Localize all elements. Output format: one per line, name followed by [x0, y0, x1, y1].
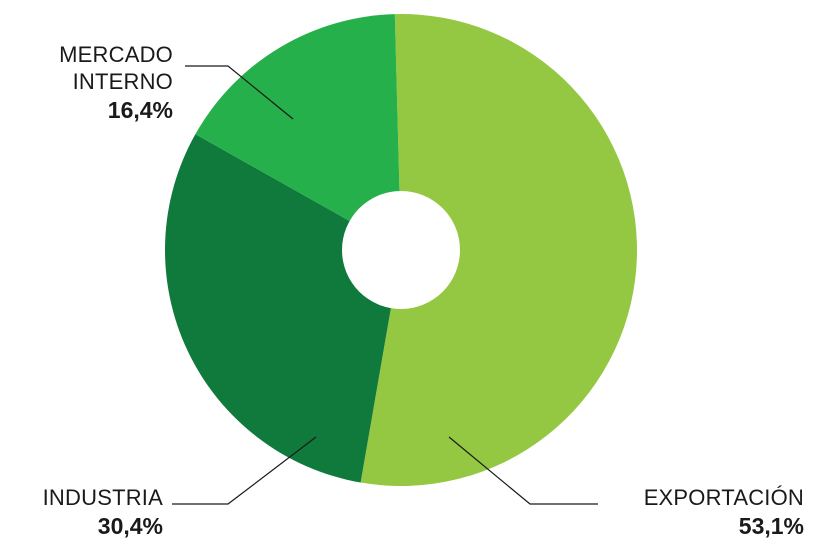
label-industria: INDUSTRIA 30,4% — [43, 485, 163, 540]
slice-label-line: INTERNO — [72, 68, 173, 94]
pie-slice-industria — [165, 134, 401, 483]
chart-slices — [165, 13, 637, 486]
pie-slice-exportaci-n — [360, 13, 637, 486]
slice-label-line: MERCADO — [59, 42, 173, 67]
slice-value-label: 16,4% — [107, 96, 173, 123]
slice-label-line: EXPORTACIÓN — [643, 485, 804, 510]
leader-lines — [172, 65, 598, 505]
slice-label-line: INDUSTRIA — [42, 485, 163, 510]
leader-line-industria — [172, 436, 317, 505]
leader-line-mercado-interno — [185, 65, 294, 120]
slice-value-label: 53,1% — [738, 512, 804, 539]
leader-line-exportacion — [448, 436, 598, 505]
pie-slice-mercado-interno — [195, 14, 401, 250]
label-mercado-interno: MERCADO INTERNO 16,4% — [59, 42, 173, 124]
donut-hole — [342, 191, 460, 309]
slice-value-label: 30,4% — [97, 512, 163, 539]
label-exportacion: EXPORTACIÓN 53,1% — [644, 485, 804, 540]
